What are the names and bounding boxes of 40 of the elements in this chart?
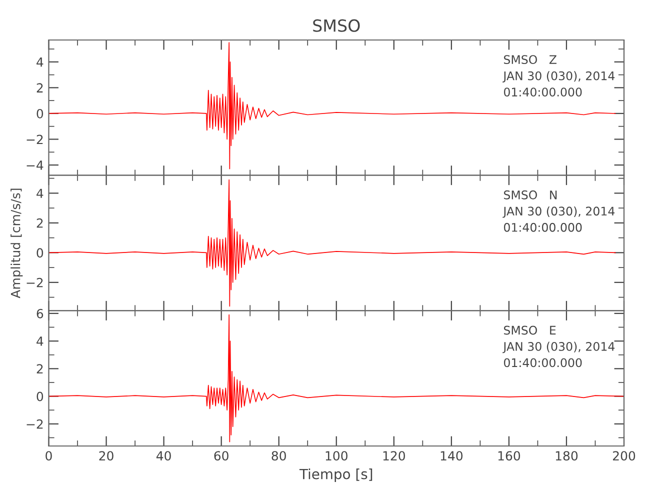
line-series (48, 314, 624, 442)
y-tick-label: 0 (36, 392, 44, 402)
x-tick-label: 180 (556, 451, 578, 461)
y-tick-label: 0 (36, 248, 44, 258)
y-tick-label: −2 (26, 134, 43, 144)
x-tick-label: 60 (214, 451, 228, 461)
y-tick-label: 0 (36, 108, 44, 118)
x-tick-label: 20 (99, 451, 114, 461)
annotation: SMSO N (504, 190, 557, 200)
line-series (48, 42, 616, 170)
x-tick-label: 80 (272, 451, 286, 461)
line-series (48, 179, 616, 307)
x-tick-label: 160 (498, 451, 520, 461)
y-tick-label: −2 (26, 419, 43, 429)
annotation: SMSO Z (504, 55, 556, 64)
y-tick-label: 4 (36, 58, 44, 67)
annotation: 01:40:00.000 (504, 88, 582, 97)
x-tick-label: 0 (46, 451, 52, 461)
y-tick-label: 2 (36, 364, 43, 374)
x-tick-label: 200 (612, 451, 636, 461)
annotation: 01:40:00.000 (504, 222, 582, 232)
y-tick-label: −4 (26, 160, 44, 170)
y-tick-label: 2 (36, 83, 43, 92)
chart-title: SMSO (313, 19, 360, 32)
y-tick-label: 4 (36, 188, 44, 198)
annotation: JAN 30 (030), 2014 (502, 206, 615, 218)
y-tick-label: 4 (36, 336, 44, 346)
annotation: JAN 30 (030), 2014 (502, 71, 615, 82)
annotation: JAN 30 (030), 2014 (502, 342, 615, 354)
x-tick-label: 140 (440, 451, 463, 461)
annotation: 01:40:00.000 (504, 358, 582, 368)
x-tick-label: 100 (326, 451, 348, 461)
y-tick-label: 2 (36, 218, 43, 228)
x-axis-title: Tiempo [s] (299, 468, 372, 482)
y-tick-label: 6 (36, 308, 44, 318)
x-tick-label: 120 (383, 451, 405, 461)
y-tick-label: −2 (26, 278, 43, 288)
annotation: SMSO E (504, 326, 556, 335)
y-axis-title: Amplitud [cm/s/s] (10, 188, 23, 298)
x-tick-label: 40 (156, 451, 171, 461)
